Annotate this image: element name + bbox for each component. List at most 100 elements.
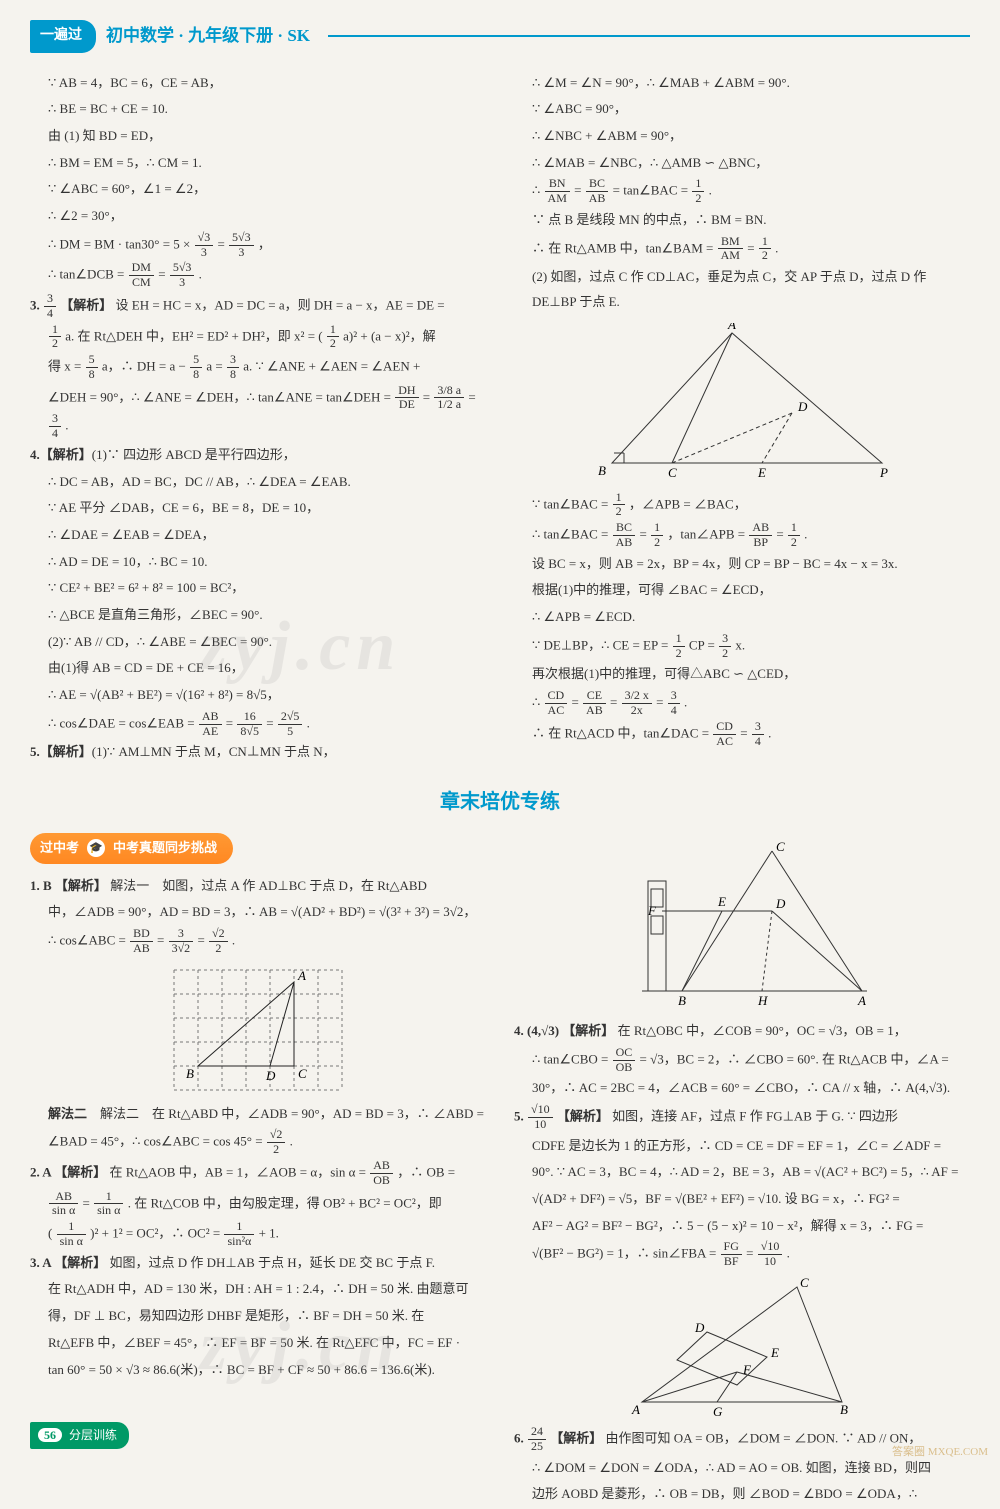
line: 得，DF ⊥ BC，易知四边形 DHBF 是矩形，∴ BF = DH = 50 … bbox=[30, 1304, 486, 1329]
line: ∴ BE = BC + CE = 10. bbox=[30, 97, 486, 122]
line: ( 1sin α )² + 1² = OC²，∴ OC² = 1sin²α + … bbox=[30, 1220, 486, 1249]
svg-text:H: H bbox=[757, 993, 768, 1008]
fig4: CBHAFED bbox=[514, 841, 970, 1011]
q5-head: 5.【解析】(1)∵ AM⊥MN 于点 M，CN⊥MN 于点 N， bbox=[30, 740, 486, 765]
line: 设 BC = x，则 AB = 2x，BP = 4x，则 CP = BP − B… bbox=[514, 552, 970, 577]
svg-text:B: B bbox=[840, 1402, 848, 1417]
line: ∵ AE 平分 ∠DAB，CE = 6，BE = 8，DE = 10， bbox=[30, 496, 486, 521]
left-column: ∵ AB = 4，BC = 6，CE = AB， ∴ BE = BC + CE … bbox=[30, 71, 486, 767]
grid-triangle-figure: A B C D bbox=[30, 964, 486, 1094]
line: 根据(1)中的推理，可得 ∠BAC = ∠ECD， bbox=[514, 578, 970, 603]
q4-head: 4.【解析】(1)∵ 四边形 ABCD 是平行四边形， bbox=[30, 443, 486, 468]
q1: 1. B 【解析】 解法一 如图，过点 A 作 AD⊥BC 于点 D，在 Rt△… bbox=[30, 874, 486, 899]
svg-text:B: B bbox=[186, 1066, 194, 1081]
line: ∴ tan∠DCB = DMCM = 5√33 . bbox=[30, 261, 486, 290]
upper-columns: ∵ AB = 4，BC = 6，CE = AB， ∴ BE = BC + CE … bbox=[30, 71, 970, 767]
line: ∴ ∠2 = 30°， bbox=[30, 204, 486, 229]
header-title: 初中数学 · 九年级下册 · SK bbox=[106, 20, 310, 52]
svg-text:E: E bbox=[757, 465, 766, 480]
fig5: A B C D E F G bbox=[514, 1277, 970, 1417]
svg-text:B: B bbox=[678, 993, 686, 1008]
line: ∴ △BCE 是直角三角形，∠BEC = 90°. bbox=[30, 603, 486, 628]
svg-text:D: D bbox=[694, 1320, 705, 1335]
q4r: 4. (4,√3) 【解析】 在 Rt△OBC 中，∠COB = 90°，OC … bbox=[514, 1019, 970, 1044]
q5r: 5. √1010 【解析】 如图，连接 AF，过点 F 作 FG⊥AB 于 G.… bbox=[514, 1103, 970, 1132]
svg-text:E: E bbox=[770, 1345, 779, 1360]
svg-text:C: C bbox=[298, 1066, 307, 1081]
svg-text:C: C bbox=[800, 1277, 809, 1290]
line: 解法二 解法二 在 Rt△ABD 中，∠ADB = 90°，AD = BD = … bbox=[30, 1102, 486, 1127]
line: 由(1)得 AB = CD = DE + CE = 16， bbox=[30, 656, 486, 681]
line: ∵ 点 B 是线段 MN 的中点，∴ BM = BN. bbox=[514, 208, 970, 233]
q3l: 3. A 【解析】 如图，过点 D 作 DH⊥AB 于点 H，延长 DE 交 B… bbox=[30, 1251, 486, 1276]
line: ∴ 在 Rt△AMB 中，tan∠BAM = BMAM = 12 . bbox=[514, 235, 970, 264]
lower-right-column: C B H A F E D 4. (4,√3) 【解析】 在 Rt△OBC 中，∠COB =… bbox=[514, 833, 970, 1509]
line: 90°. ∵ AC = 3，BC = 4，∴ AD = 2，BE = 3，AB … bbox=[514, 1160, 970, 1185]
line: ∴ cos∠ABC = BDAB = 33√2 = √22 . bbox=[30, 927, 486, 956]
line: 由 (1) 知 BD = ED， bbox=[30, 124, 486, 149]
svg-text:D: D bbox=[775, 896, 786, 911]
q2: 2. A 【解析】 在 Rt△AOB 中，AB = 1，∠AOB = α，sin… bbox=[30, 1159, 486, 1188]
line: ∴ cos∠DAE = cos∠EAB = ABAE = 168√5 = 2√5… bbox=[30, 710, 486, 739]
line: ∵ tan∠BAC = 12 ，∠APB = ∠BAC， bbox=[514, 491, 970, 520]
line: ABsin α = 1sin α . 在 Rt△COB 中，由勾股定理，得 OB… bbox=[30, 1190, 486, 1219]
svg-text:A: A bbox=[727, 323, 736, 332]
section-title: 章末培优专练 bbox=[30, 783, 970, 821]
line: 边形 AOBD 是菱形，∴ OB = DB，则 ∠BOD = ∠BDO = ∠O… bbox=[514, 1482, 970, 1507]
exam-pill: 过中考 🎓 中考真题同步挑战 bbox=[30, 833, 233, 864]
graduation-icon: 🎓 bbox=[87, 839, 105, 857]
line: ∴ CDAC = CEAB = 3/2 x2x = 34 . bbox=[514, 689, 970, 718]
line: ∴ ∠MAB = ∠NBC，∴ △AMB ∽ △BNC， bbox=[514, 151, 970, 176]
svg-text:C: C bbox=[668, 465, 677, 480]
line: tan 60° = 50 × √3 ≈ 86.6(米)，∴ BC = BF + … bbox=[30, 1358, 486, 1383]
svg-text:A: A bbox=[297, 968, 306, 983]
line: ∴ AD = DE = 10，∴ BC = 10. bbox=[30, 550, 486, 575]
line: 12 a. 在 Rt△DEH 中，EH² = ED² + DH²，即 x² = … bbox=[30, 323, 486, 352]
svg-text:B: B bbox=[598, 463, 606, 478]
line: 在 Rt△ADH 中，AD = 130 米，DH : AH = 1 : 2.4，… bbox=[30, 1277, 486, 1302]
line: (2)∵ AB // CD，∴ ∠ABE = ∠BEC = 90°. bbox=[30, 630, 486, 655]
svg-text:G: G bbox=[713, 1404, 723, 1417]
brand-badge: 一遍过 bbox=[30, 20, 96, 53]
q3-head: 3. 34 【解析】 设 EH = HC = x，AD = DC = a，则 D… bbox=[30, 292, 486, 321]
line: ∵ CE² + BE² = 6² + 8² = 100 = BC²， bbox=[30, 576, 486, 601]
line: ∴ BNAM = BCAB = tan∠BAC = 12 . bbox=[514, 177, 970, 206]
line: 30°，∴ AC = 2BC = 4，∠ACB = 60° = ∠CBO，∴ C… bbox=[514, 1076, 970, 1101]
line: ∴ ∠M = ∠N = 90°，∴ ∠MAB + ∠ABM = 90°. bbox=[514, 71, 970, 96]
line: Rt△EFB 中，∠BEF = 45°，∴ EF = BF = 50 米. 在 … bbox=[30, 1331, 486, 1356]
triangle-figure: A B C E P D bbox=[514, 323, 970, 483]
line: AF² − AG² = BF² − BG²，∴ 5 − (5 − x)² = 1… bbox=[514, 1214, 970, 1239]
line: ∴ BM = EM = 5，∴ CM = 1. bbox=[30, 151, 486, 176]
line: ∴ ∠DOM = ∠DON = ∠ODA，∴ AD = AO = OB. 如图，… bbox=[514, 1456, 970, 1481]
svg-text:A: A bbox=[857, 993, 866, 1008]
right-column: ∴ ∠M = ∠N = 90°，∴ ∠MAB + ∠ABM = 90°. ∵ ∠… bbox=[514, 71, 970, 767]
line: 再次根据(1)中的推理，可得△ABC ∽ △CED， bbox=[514, 662, 970, 687]
header-rule bbox=[328, 35, 970, 37]
line: ∴ AE = √(AB² + BE²) = √(16² + 8²) = 8√5， bbox=[30, 683, 486, 708]
line: √(BF² − BG²) = 1，∴ sin∠FBA = FGBF = √101… bbox=[514, 1240, 970, 1269]
page-number: 56 bbox=[38, 1428, 62, 1442]
line: CDFE 是边长为 1 的正方形，∴ CD = CE = DF = EF = 1… bbox=[514, 1134, 970, 1159]
svg-text:F: F bbox=[647, 903, 657, 918]
line: 得 x = 58 a，∴ DH = a − 58 a = 38 a. ∵ ∠AN… bbox=[30, 353, 486, 382]
line: √(AD² + DF²) = √5，BF = √(BE² + EF²) = √1… bbox=[514, 1187, 970, 1212]
line: ∴ DM = BM · tan30° = 5 × √33 = 5√33 ， bbox=[30, 231, 486, 260]
line: ∵ DE⊥BP，∴ CE = EP = 12 CP = 32 x. bbox=[514, 632, 970, 661]
page-footer: 56 分层训练 bbox=[30, 1422, 129, 1449]
page-header: 一遍过 初中数学 · 九年级下册 · SK bbox=[30, 20, 970, 53]
line: ∴ tan∠BAC = BCAB = 12 ，tan∠APB = ABBP = … bbox=[514, 521, 970, 550]
svg-text:A: A bbox=[631, 1402, 640, 1417]
corner-watermark: 答案圈 MXQE.COM bbox=[892, 1446, 988, 1459]
pill-left: 过中考 bbox=[40, 836, 79, 861]
line: 中，∠ADB = 90°，AD = BD = 3，∴ AB = √(AD² + … bbox=[30, 900, 486, 925]
svg-text:D: D bbox=[797, 399, 808, 414]
line: ∠DEH = 90°，∴ ∠ANE = ∠DEH，∴ tan∠ANE = tan… bbox=[30, 384, 486, 441]
pill-right: 中考真题同步挑战 bbox=[113, 836, 217, 861]
svg-text:D: D bbox=[265, 1068, 276, 1083]
lower-left-column: 过中考 🎓 中考真题同步挑战 1. B 【解析】 解法一 如图，过点 A 作 A… bbox=[30, 833, 486, 1509]
svg-text:E: E bbox=[717, 894, 726, 909]
svg-text:P: P bbox=[879, 465, 888, 480]
line: ∴ ∠NBC + ∠ABM = 90°， bbox=[514, 124, 970, 149]
line: ∴ tan∠CBO = OCOB = √3，BC = 2，∴ ∠CBO = 60… bbox=[514, 1046, 970, 1075]
svg-text:F: F bbox=[742, 1362, 752, 1377]
